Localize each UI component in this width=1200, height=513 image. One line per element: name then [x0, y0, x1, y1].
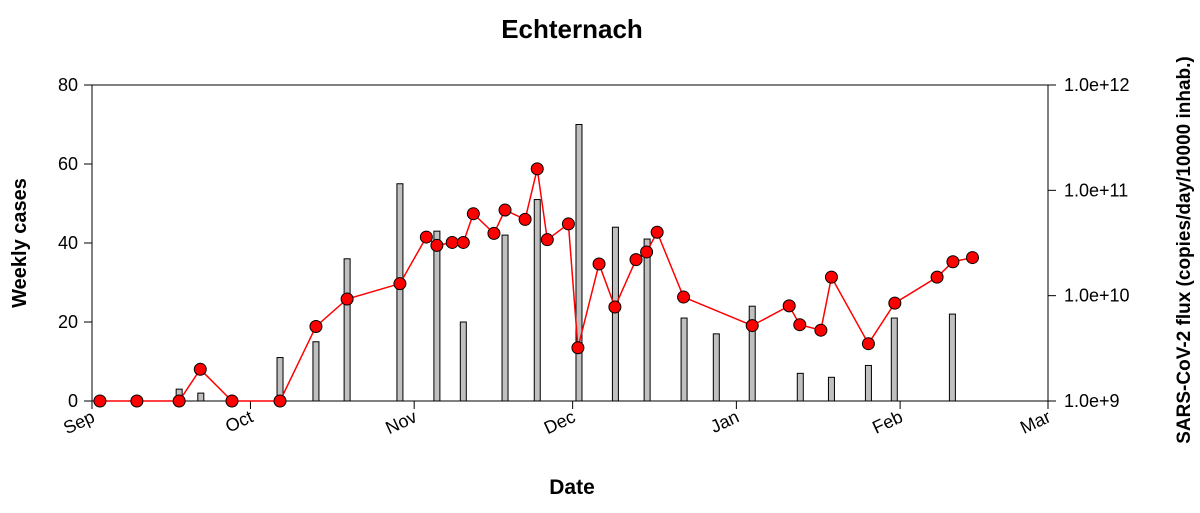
bar: [312, 341, 320, 402]
point: [530, 162, 544, 176]
point: [445, 235, 459, 249]
point: [273, 394, 287, 408]
bar: [575, 124, 583, 402]
point: [745, 319, 759, 333]
y2-tick-label: 1.0e+11: [1064, 180, 1128, 200]
point: [677, 290, 691, 304]
x-tick-label: Mar: [1017, 406, 1054, 437]
point: [629, 253, 643, 267]
y2-tick-label: 1.0e+9: [1064, 391, 1120, 411]
bar: [459, 321, 467, 402]
point: [540, 233, 554, 247]
y-tick-label: 40: [58, 233, 78, 253]
point: [793, 318, 807, 332]
bar: [827, 376, 835, 402]
point: [193, 362, 207, 376]
bar: [890, 317, 898, 402]
y-tick-label: 20: [58, 312, 78, 332]
point: [946, 255, 960, 269]
point: [518, 212, 532, 226]
bar: [611, 226, 619, 402]
bar: [748, 305, 756, 402]
point: [172, 394, 186, 408]
bar: [501, 234, 509, 402]
x-tick-label: Jan: [707, 406, 742, 436]
bar: [712, 333, 720, 402]
point: [498, 203, 512, 217]
point: [965, 251, 979, 265]
point: [393, 277, 407, 291]
y2-axis-label: SARS-CoV-2 flux (copies/day/10000 inhab.…: [1174, 56, 1195, 444]
point: [487, 226, 501, 240]
x-tick-label: Feb: [869, 406, 906, 437]
bar: [864, 364, 872, 402]
point: [592, 257, 606, 271]
bar: [680, 317, 688, 402]
bar: [197, 392, 205, 402]
bar: [433, 230, 441, 402]
bar: [533, 199, 541, 402]
chart-title: Echternach: [501, 14, 643, 44]
point: [340, 292, 354, 306]
point: [225, 394, 239, 408]
point: [650, 225, 664, 239]
point: [608, 300, 622, 314]
x-tick-label: Dec: [541, 406, 578, 438]
x-tick-label: Oct: [222, 406, 256, 436]
y-axis-label: Weekly cases: [9, 178, 31, 308]
point: [456, 235, 470, 249]
y2-tick-label: 1.0e+10: [1064, 286, 1130, 306]
bar: [343, 258, 351, 402]
point: [782, 299, 796, 313]
point: [419, 230, 433, 244]
point: [130, 394, 144, 408]
y-tick-label: 60: [58, 154, 78, 174]
point: [814, 323, 828, 337]
bar: [948, 313, 956, 402]
point: [640, 245, 654, 259]
point: [309, 319, 323, 333]
point: [888, 296, 902, 310]
point: [930, 270, 944, 284]
point: [571, 341, 585, 355]
point: [466, 207, 480, 221]
point: [561, 217, 575, 231]
x-tick-label: Sep: [60, 406, 97, 438]
point: [861, 337, 875, 351]
point: [430, 238, 444, 252]
y-tick-label: 0: [68, 391, 78, 411]
bar: [796, 372, 804, 402]
bar: [643, 238, 651, 402]
point: [824, 270, 838, 284]
point: [93, 394, 107, 408]
bar: [396, 183, 404, 402]
x-axis-label: Date: [549, 476, 595, 499]
y-tick-label: 80: [58, 75, 78, 95]
y2-tick-label: 1.0e+12: [1064, 75, 1130, 95]
x-tick-label: Nov: [382, 406, 419, 438]
bar: [276, 357, 284, 402]
